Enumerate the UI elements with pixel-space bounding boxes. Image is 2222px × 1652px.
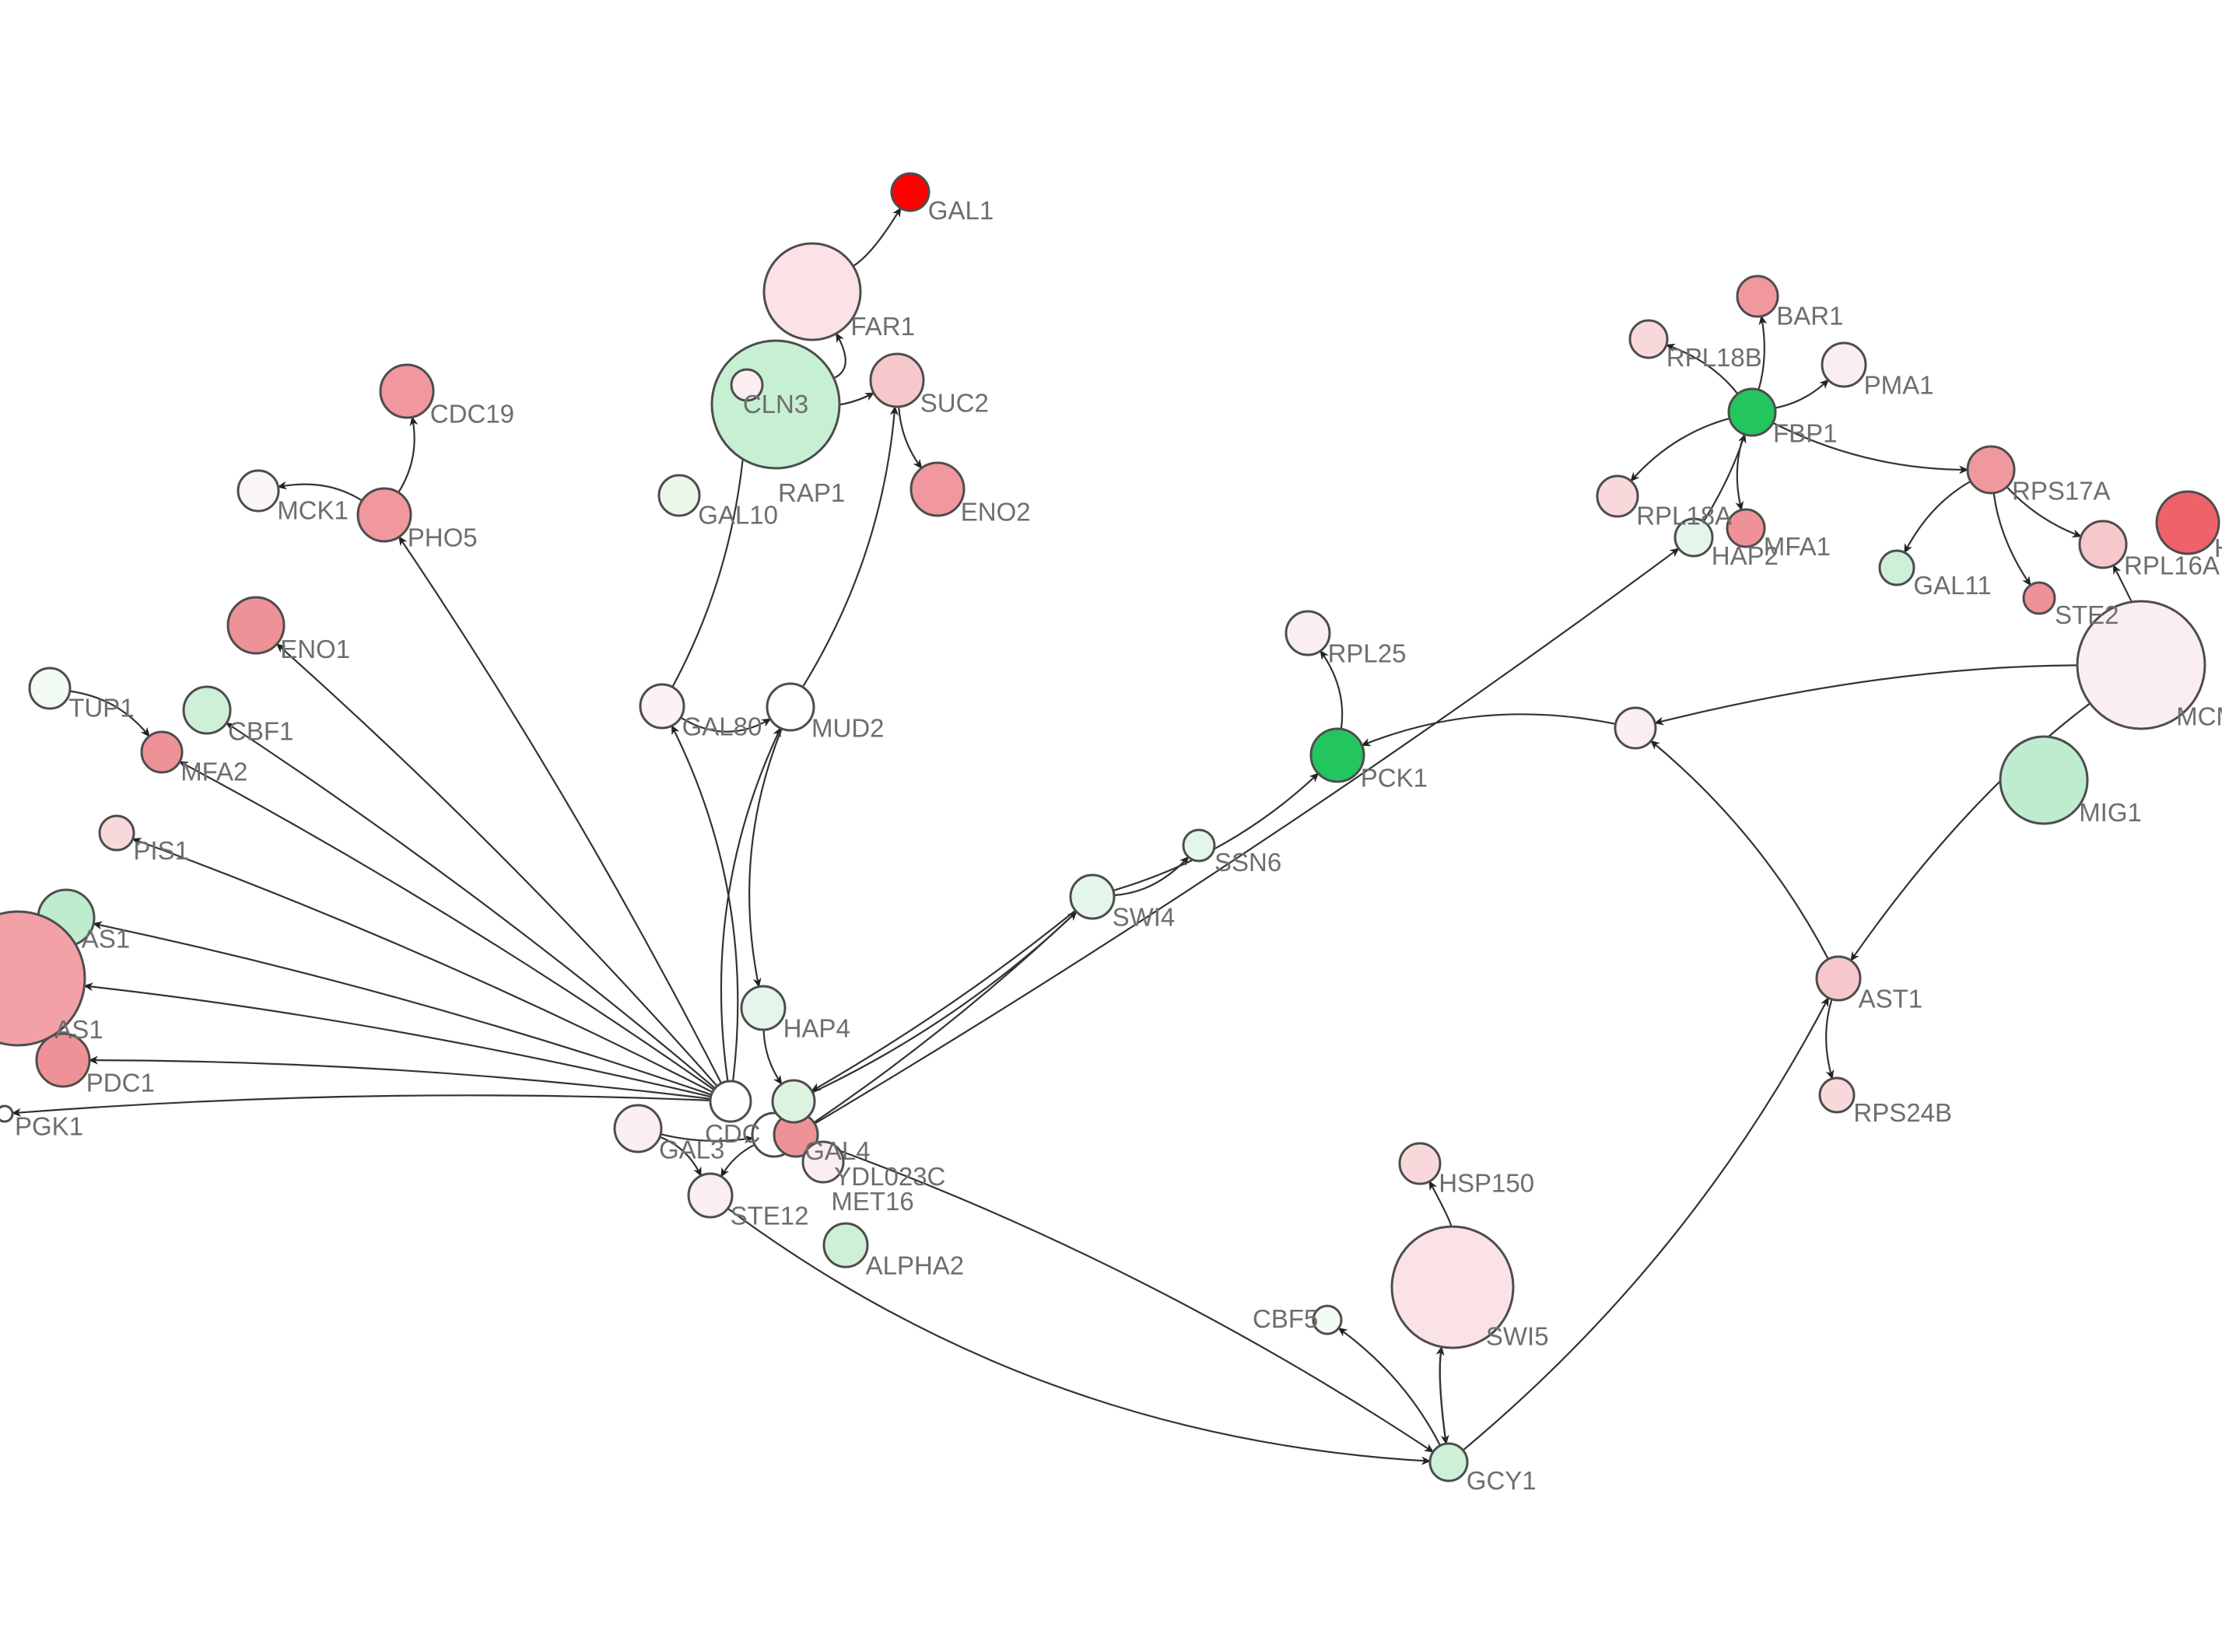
svg-text:MCK1: MCK1 <box>277 495 349 524</box>
svg-text:RPL18A: RPL18A <box>1636 501 1732 530</box>
svg-text:GAL4: GAL4 <box>804 1136 870 1165</box>
svg-text:BAR1: BAR1 <box>1776 301 1843 330</box>
svg-text:GAL80: GAL80 <box>682 712 762 740</box>
svg-text:RPS17A: RPS17A <box>2012 477 2111 506</box>
svg-text:AS1: AS1 <box>82 925 130 954</box>
svg-text:CBF5: CBF5 <box>1253 1304 1318 1333</box>
svg-text:CBF1: CBF1 <box>228 717 293 746</box>
svg-text:STE2: STE2 <box>2055 600 2119 629</box>
svg-text:CLN3: CLN3 <box>743 390 808 418</box>
svg-text:SWI5: SWI5 <box>1486 1321 1549 1350</box>
svg-text:AS1: AS1 <box>54 1015 103 1044</box>
svg-text:GCY1: GCY1 <box>1467 1466 1537 1495</box>
svg-text:MFA2: MFA2 <box>180 757 247 786</box>
svg-text:PGK1: PGK1 <box>15 1112 83 1141</box>
svg-text:PIS1: PIS1 <box>133 836 189 865</box>
svg-text:GAL10: GAL10 <box>698 500 778 529</box>
svg-text:GAL11: GAL11 <box>1913 571 1991 600</box>
svg-text:RAP1: RAP1 <box>778 478 845 507</box>
svg-text:SUC2: SUC2 <box>920 389 989 418</box>
svg-text:MUD2: MUD2 <box>811 714 885 743</box>
svg-text:RPL18B: RPL18B <box>1666 343 1762 372</box>
svg-text:RPL25: RPL25 <box>1328 639 1407 667</box>
svg-text:HAP4: HAP4 <box>783 1013 850 1042</box>
svg-text:GAL1: GAL1 <box>928 196 994 225</box>
svg-text:PMA1: PMA1 <box>1864 370 1934 399</box>
svg-text:PDC1: PDC1 <box>86 1069 155 1097</box>
svg-text:HIS4: HIS4 <box>2214 534 2222 562</box>
svg-text:ALPHA2: ALPHA2 <box>866 1251 965 1279</box>
svg-text:PHO5: PHO5 <box>408 523 478 552</box>
svg-text:STE12: STE12 <box>731 1201 809 1230</box>
svg-text:FAR1: FAR1 <box>850 312 915 341</box>
svg-text:PCK1: PCK1 <box>1361 764 1428 793</box>
svg-text:MIG1: MIG1 <box>2079 798 2142 827</box>
svg-text:CDC: CDC <box>705 1119 761 1148</box>
svg-text:SWI4: SWI4 <box>1113 902 1176 931</box>
svg-text:TUP1: TUP1 <box>68 693 134 722</box>
svg-text:FBP1: FBP1 <box>1773 419 1838 448</box>
svg-text:RPS24B: RPS24B <box>1853 1098 1952 1127</box>
svg-text:AST1: AST1 <box>1859 984 1923 1013</box>
svg-text:SSN6: SSN6 <box>1214 848 1281 877</box>
svg-text:CDC19: CDC19 <box>430 400 514 429</box>
svg-text:MCM1: MCM1 <box>2176 702 2222 731</box>
svg-text:MFA1: MFA1 <box>1764 532 1831 561</box>
svg-text:ENO2: ENO2 <box>961 498 1031 527</box>
svg-text:MET16: MET16 <box>831 1187 913 1216</box>
svg-text:ENO1: ENO1 <box>280 635 350 663</box>
svg-text:RPL16A: RPL16A <box>2124 551 2220 580</box>
svg-text:HSP150: HSP150 <box>1439 1168 1534 1197</box>
